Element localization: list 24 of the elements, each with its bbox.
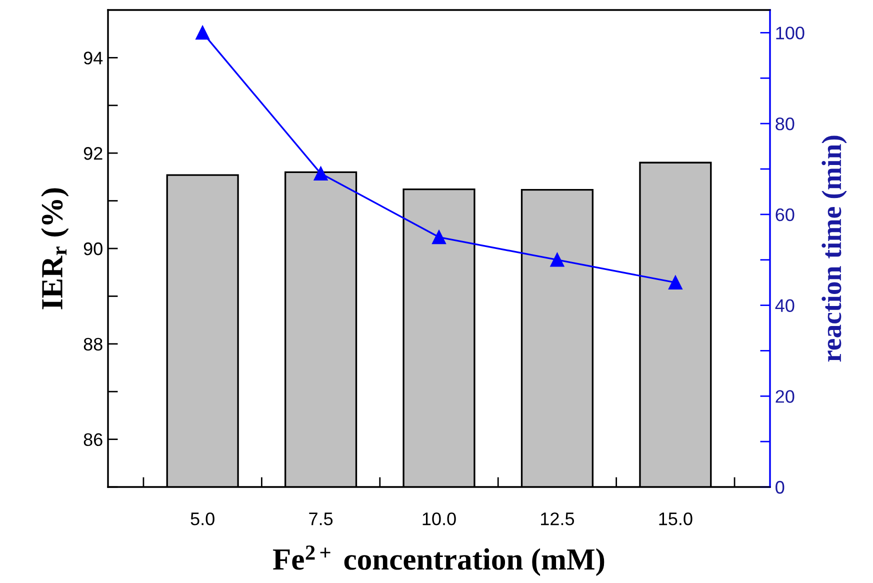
- y-tick-label: 86: [84, 433, 102, 446]
- y-tick-label: 92: [84, 147, 102, 160]
- point: [668, 276, 682, 290]
- y2-tick-label: 60: [776, 208, 794, 222]
- x-tick-label: 12.5: [541, 512, 574, 526]
- x-tick-label: 7.5: [309, 512, 333, 526]
- y2-tick-label: 40: [775, 299, 794, 312]
- y2-tick-label: 0: [776, 480, 784, 494]
- x-tick-label: 10.0: [422, 512, 456, 526]
- point: [196, 26, 210, 40]
- x-axis-title: Fe$^{2+}$ concentration (mM): [272, 546, 604, 576]
- y-tick-label: 90: [84, 242, 102, 256]
- y2-tick-label: 20: [776, 390, 794, 403]
- point: [314, 166, 328, 180]
- y-axis-title: IER$_{r}$ (%): [41, 188, 69, 310]
- y-tick-label: 88: [84, 338, 102, 351]
- x-tick-label: 5.0: [190, 512, 214, 526]
- x-tick-label: 15.0: [659, 512, 692, 526]
- y2-axis-title: reaction time (min): [822, 136, 847, 362]
- y2-tick-label: 80: [776, 118, 794, 130]
- y-tick-label: 94: [84, 52, 103, 64]
- point: [550, 252, 564, 267]
- point: [432, 230, 446, 244]
- y2-tick-label: 100: [776, 26, 804, 40]
